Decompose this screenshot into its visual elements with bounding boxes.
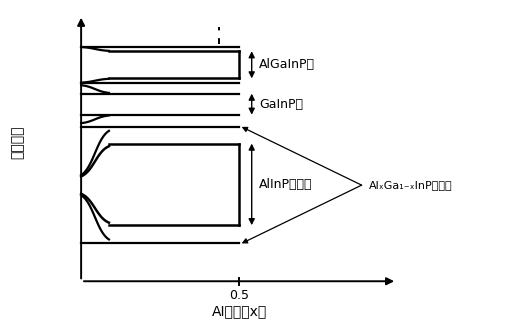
Text: 0.5: 0.5	[229, 289, 249, 302]
Text: 生长方向: 生长方向	[11, 125, 25, 159]
Text: AlₓGa₁₋ₓInP渐变层: AlₓGa₁₋ₓInP渐变层	[369, 180, 453, 190]
Text: AlGaInP层: AlGaInP层	[259, 58, 315, 71]
Text: AlInP中间层: AlInP中间层	[259, 178, 313, 191]
Text: GaInP层: GaInP层	[259, 98, 304, 111]
Text: AI组分（x）: AI组分（x）	[212, 304, 267, 318]
